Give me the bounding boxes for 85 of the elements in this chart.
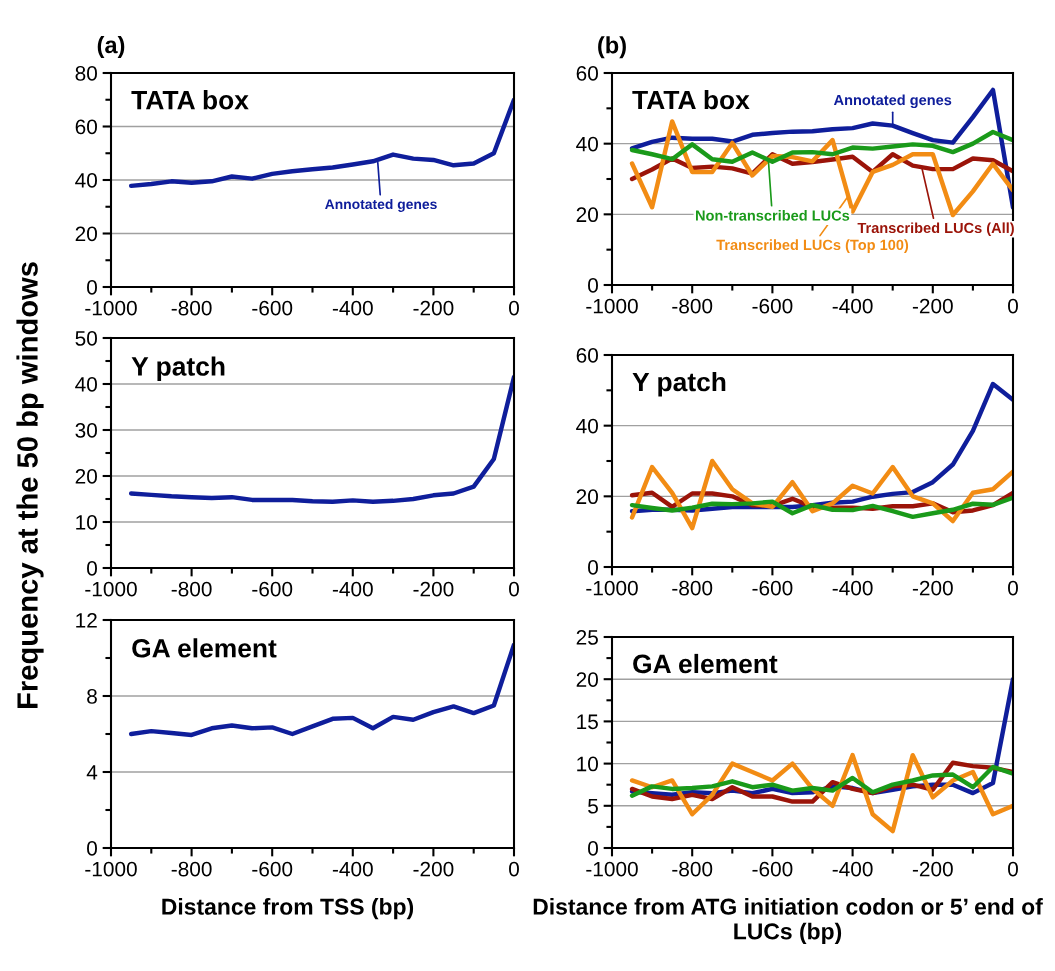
x-axis-title: Distance from ATG initiation codon or 5’ end of LUCs (bp) [533, 898, 1043, 945]
x-tick-label: 0 [1008, 580, 1018, 596]
y-tick-label: 0 [588, 278, 598, 293]
legend-label: Annotated genes [325, 198, 437, 212]
y-tick-label: 12 [76, 613, 97, 628]
x-tick-label: -1000 [586, 861, 638, 877]
x-tick-label: -200 [912, 580, 953, 596]
x-tick-label: -600 [752, 580, 793, 596]
text: Y patch [131, 356, 225, 381]
x-tick-label: -400 [832, 861, 873, 877]
y-tick-label: 80 [75, 66, 97, 81]
x-tick-label: 0 [1008, 298, 1018, 314]
y-tick-label: 10 [577, 756, 598, 772]
line-series [629, 495, 1013, 520]
x-tick-label: -200 [413, 581, 454, 597]
x-tick-label: -400 [332, 581, 373, 597]
y-tick-label: 40 [576, 418, 598, 434]
y-tick-label: 50 [75, 331, 97, 346]
text: Non-transcribed LUCs [696, 210, 850, 221]
y-tick-label: 20 [576, 672, 598, 687]
x-tick-label: 0 [509, 300, 519, 316]
text: TATA box [632, 89, 750, 110]
x-tick-label: -1000 [85, 861, 137, 877]
x-tick-label: -200 [413, 300, 454, 316]
text: Transcribed LUCs (All) [857, 222, 1014, 236]
x-tick-label: -800 [672, 580, 713, 596]
y-tick-label: 20 [75, 469, 97, 484]
x-tick-label: 0 [509, 581, 519, 597]
x-tick-label: -400 [832, 580, 873, 596]
y-tick-label: 0 [588, 560, 598, 575]
text: GA element [132, 638, 277, 658]
x-tick-label: -800 [672, 298, 713, 314]
line-series [629, 87, 1013, 210]
x-tick-label: -600 [752, 861, 793, 877]
y-tick-label: 20 [75, 226, 97, 242]
text: (a) [97, 36, 125, 59]
y-tick-label: 5 [588, 799, 598, 814]
line-series [629, 458, 1013, 531]
y-tick-label: 60 [576, 66, 598, 81]
x-tick-label: -600 [252, 861, 293, 877]
y-tick-label: 40 [576, 136, 598, 152]
x-tick-label: -800 [672, 861, 713, 877]
x-tick-label: -600 [252, 300, 293, 316]
x-tick-label: -1000 [85, 300, 137, 316]
y-tick-label: 30 [75, 423, 97, 438]
y-tick-label: 40 [75, 173, 97, 188]
y-tick-label: 0 [87, 280, 97, 295]
line-series [629, 764, 1013, 798]
x-tick-label: -600 [252, 581, 293, 597]
x-tick-label: -1000 [586, 298, 638, 314]
y-tick-label: 25 [576, 630, 598, 645]
y-tick-label: 20 [576, 207, 598, 223]
x-tick-label: -1000 [85, 581, 137, 597]
y-tick-label: 10 [76, 515, 97, 530]
y-tick-label: 60 [75, 119, 97, 135]
x-tick-label: -800 [171, 300, 212, 316]
y-tick-label: 0 [87, 841, 97, 856]
x-tick-label: -200 [912, 861, 953, 877]
y-tick-label: 4 [86, 765, 98, 780]
x-tick-label: -800 [171, 861, 212, 877]
y-tick-label: 40 [75, 377, 97, 392]
x-tick-label: -400 [332, 300, 373, 316]
y-tick-label: 60 [576, 348, 598, 363]
x-tick-label: -400 [332, 861, 373, 877]
x-tick-label: -800 [171, 581, 212, 597]
y-tick-label: 15 [577, 714, 598, 730]
x-tick-label: -1000 [586, 580, 638, 596]
text: TATA box [131, 90, 249, 110]
x-tick-label: 0 [1008, 861, 1018, 877]
y-tick-label: 20 [576, 489, 598, 505]
x-tick-label: 0 [509, 861, 519, 877]
x-tick-label: -200 [413, 861, 454, 877]
x-tick-label: -200 [912, 298, 953, 314]
text: Y patch [632, 371, 726, 397]
y-tick-label: 0 [87, 561, 97, 576]
text: Transcribed LUCs (Top 100) [716, 239, 909, 253]
x-tick-label: -400 [832, 298, 873, 314]
text: (b) [598, 36, 626, 59]
y-tick-label: 8 [87, 689, 97, 704]
x-tick-label: -600 [752, 298, 793, 314]
y-axis-title: Frequency at the 50 bp windows [16, 262, 44, 708]
series-label: Annotated genes [833, 94, 952, 109]
text: GA element [633, 653, 778, 674]
y-tick-label: 0 [588, 841, 598, 856]
x-axis-title: Distance from TSS (bp) [162, 898, 414, 920]
